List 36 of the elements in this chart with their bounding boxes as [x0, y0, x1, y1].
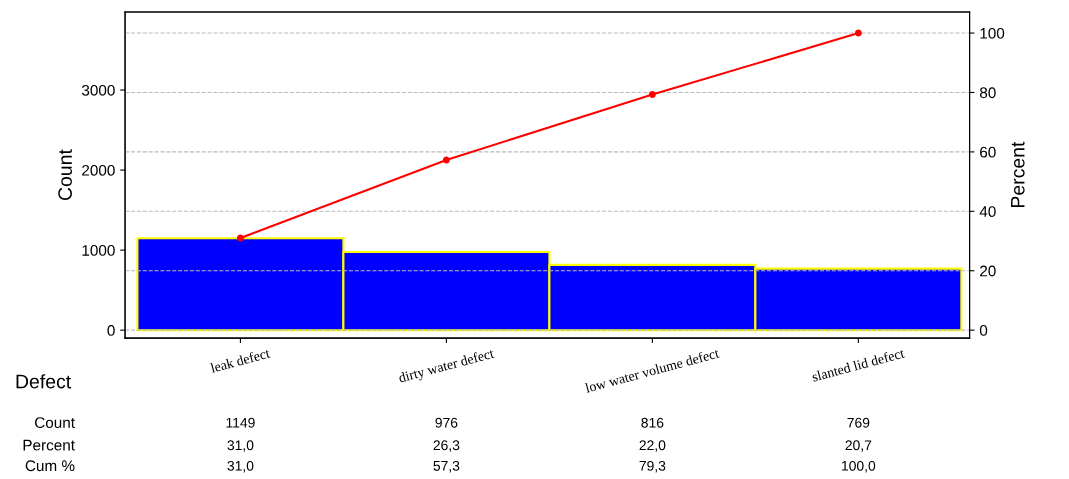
point [648, 91, 656, 99]
text: Cum % [25, 460, 75, 472]
x-tick-label: dirty water defect [397, 347, 496, 386]
data-label: 816 [641, 417, 664, 428]
data-label: 976 [435, 417, 458, 428]
y2-tick-label: 20 [980, 265, 996, 277]
data-label: 1149 [226, 417, 255, 428]
data-label: 57,3 [433, 460, 460, 473]
data-label: 31,0 [227, 460, 254, 473]
y-tick-label: 3000 [81, 84, 115, 96]
y-axis-title: Count [58, 149, 72, 201]
text: 26,3 [433, 440, 460, 452]
point [854, 29, 862, 37]
y2-tick-label: 40 [979, 206, 996, 218]
point [236, 234, 244, 242]
x-axis-title: Defect [16, 374, 72, 389]
y2-axis-title: Percent [1011, 141, 1025, 207]
x-tick-label: slanted lid defect [811, 347, 905, 382]
point [442, 156, 450, 164]
x-tick-label: low water volume defect [584, 347, 720, 393]
y-tick-label: 2000 [82, 164, 115, 176]
y-tick-label: 0 [107, 325, 115, 336]
data-label: 769 [847, 417, 870, 428]
y2-tick-label: 80 [979, 87, 996, 99]
text: 20,7 [845, 440, 872, 452]
data-label: 79,3 [639, 460, 666, 473]
y2-tick-label: 60 [980, 146, 996, 158]
y2-tick-label: 0 [979, 325, 988, 336]
y-tick-label: 1000 [82, 244, 115, 256]
text: 22,0 [639, 440, 666, 452]
text: 31,0 [227, 440, 254, 452]
x-tick-label: leak defect [209, 347, 271, 373]
text: Count [35, 417, 75, 429]
y2-tick-label: 100 [980, 27, 1005, 39]
data-label: 100,0 [842, 460, 876, 473]
text: Percent [23, 439, 75, 451]
